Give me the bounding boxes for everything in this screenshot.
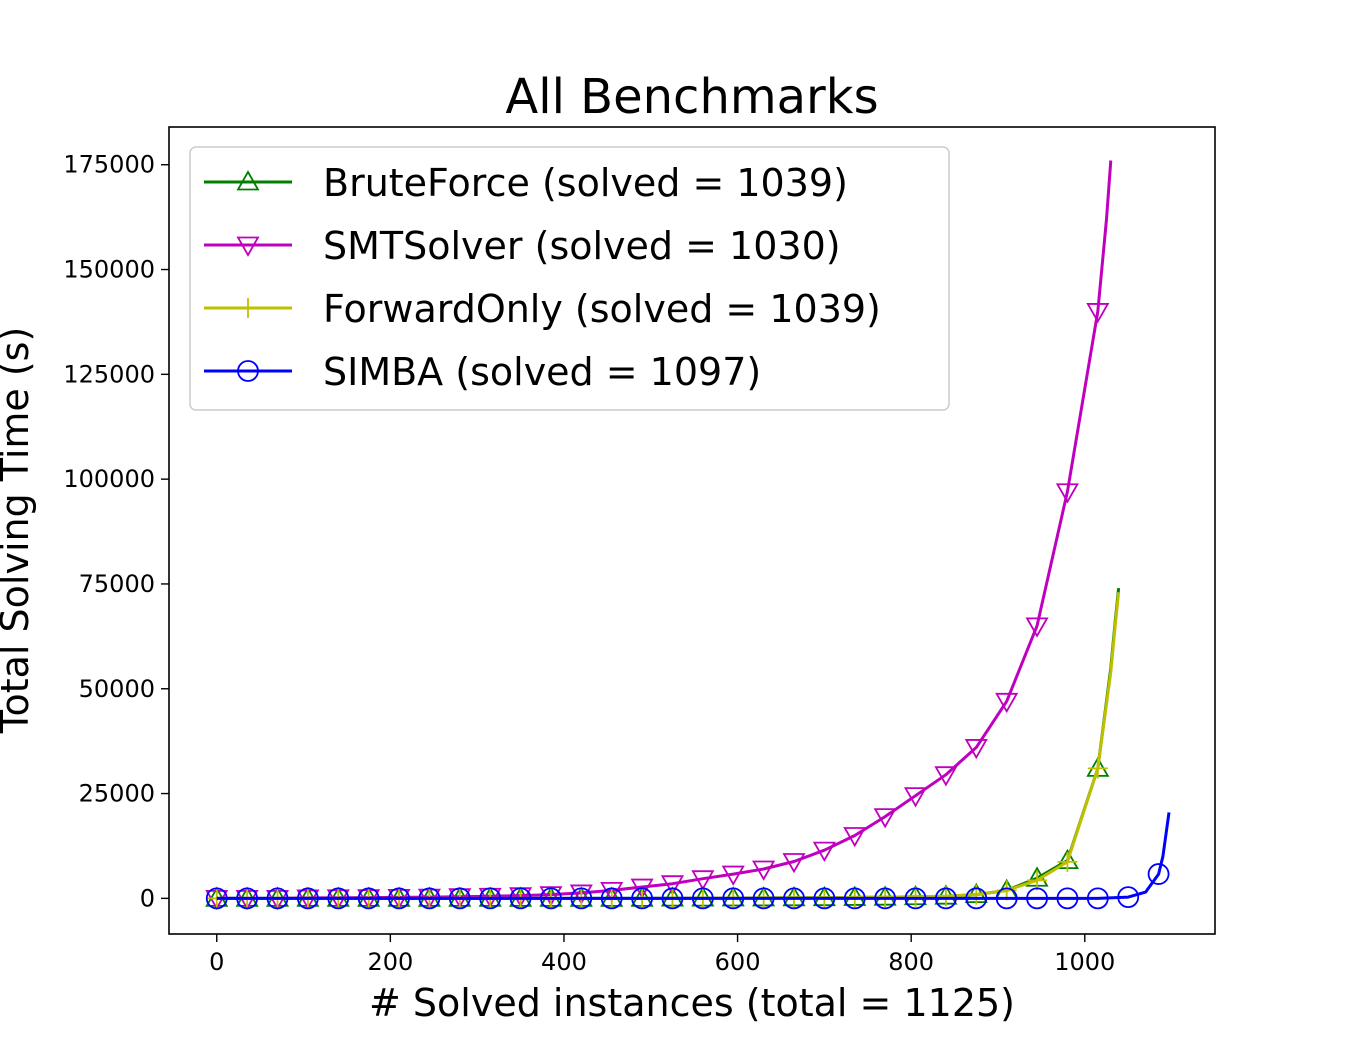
plot-frame (168, 126, 1216, 935)
data-point-smtsolver (569, 884, 593, 905)
data-point-simba (904, 887, 927, 910)
x-axis-ticks: 0 200 400 600 800 1000 (209, 934, 1115, 976)
data-point-simba (296, 887, 319, 910)
data-point-smtsolver (1025, 617, 1049, 638)
data-point-simba (418, 887, 441, 910)
data-point-simba (327, 887, 350, 910)
data-point-smtsolver (903, 787, 928, 808)
data-point-simba (935, 887, 957, 910)
y-tick-label: 100000 (63, 465, 155, 493)
data-point-simba (205, 887, 228, 910)
x-tick-label: 0 (209, 948, 224, 976)
y-tick-label: 150000 (63, 256, 155, 284)
y-tick-label: 0 (140, 884, 155, 912)
legend-items: BruteForce (solved = 1039) SMTSolver (sol… (204, 161, 881, 394)
legend-label-forwardonly: ForwardOnly (solved = 1039) (323, 287, 881, 331)
data-point-smtsolver (812, 841, 836, 862)
legend-marker-forwardonly (238, 298, 258, 318)
y-tick-label: 175000 (63, 151, 155, 179)
data-point-simba (843, 887, 866, 910)
data-point-simba (691, 887, 714, 910)
data-point-smtsolver (782, 853, 806, 874)
legend-marker-simba (237, 360, 259, 382)
data-point-forwardonly (935, 886, 956, 907)
data-point-smtsolver (934, 766, 958, 787)
data-point-simba (388, 887, 410, 910)
data-point-simba (600, 887, 623, 910)
data-point-smtsolver (600, 882, 624, 903)
data-point-simba (266, 887, 289, 910)
legend-item-bruteforce: BruteForce (solved = 1039) (204, 161, 848, 205)
data-point-simba (752, 887, 775, 910)
data-point-simba (1147, 863, 1170, 885)
x-tick-label: 600 (715, 948, 761, 976)
y-tick-label: 75000 (79, 570, 155, 598)
y-tick-label: 125000 (63, 360, 155, 388)
data-point-smtsolver (964, 739, 988, 760)
data-point-simba (783, 887, 805, 910)
data-point-smtsolver (660, 875, 685, 896)
data-point-simba (995, 887, 1018, 910)
x-tick-label: 800 (888, 948, 934, 976)
plot-area (205, 160, 1171, 911)
data-point-forwardonly (905, 886, 926, 907)
x-tick-label: 200 (367, 948, 413, 976)
data-point-simba (874, 887, 897, 910)
data-point-smtsolver (1086, 303, 1110, 324)
y-tick-label: 50000 (79, 675, 155, 703)
x-axis-label: # Solved instances (total = 1125) (369, 981, 1015, 1025)
y-axis-label: Total Solving Time (s) (0, 327, 37, 735)
data-point-simba (722, 887, 745, 910)
legend-label-smtsolver: SMTSolver (solved = 1030) (323, 224, 841, 268)
data-point-simba (661, 887, 684, 910)
data-point-simba (1026, 887, 1048, 910)
series-layer (205, 160, 1171, 911)
data-point-simba (448, 887, 471, 910)
data-point-simba (479, 887, 502, 910)
data-point-smtsolver (691, 870, 715, 891)
data-point-smtsolver (630, 878, 654, 899)
data-point-forwardonly (1057, 851, 1078, 872)
data-point-simba (357, 887, 380, 910)
data-point-simba (509, 887, 532, 910)
legend-item-simba: SIMBA (solved = 1097) (204, 350, 761, 394)
data-point-simba (1056, 887, 1079, 910)
legend-label-bruteforce: BruteForce (solved = 1039) (323, 161, 848, 205)
data-point-smtsolver (995, 692, 1019, 714)
legend-label-simba: SIMBA (solved = 1097) (323, 350, 761, 394)
y-axis-ticks: 0 25000 50000 75000 100000 125000 150000 175000 (63, 151, 169, 912)
data-point-simba (965, 887, 988, 910)
data-point-smtsolver (1055, 483, 1079, 504)
chart-title: All Benchmarks (505, 69, 878, 125)
legend-marker-bruteforce (236, 170, 260, 191)
legend-box (189, 146, 950, 411)
data-point-simba (1117, 886, 1140, 909)
data-point-simba (1086, 887, 1109, 910)
data-point-smtsolver (539, 886, 563, 907)
x-tick-label: 400 (541, 948, 587, 976)
data-point-simba (631, 887, 653, 910)
legend-marker-smtsolver (236, 236, 260, 257)
legend-item-smtsolver: SMTSolver (solved = 1030) (204, 224, 841, 268)
data-point-simba (236, 887, 259, 910)
data-point-smtsolver (721, 865, 745, 886)
data-point-simba (570, 887, 593, 910)
legend-item-forwardonly: ForwardOnly (solved = 1039) (204, 287, 881, 331)
data-point-simba (813, 887, 836, 910)
legend: BruteForce (solved = 1039) SMTSolver (sol… (189, 146, 950, 411)
data-point-simba (540, 887, 562, 910)
data-point-smtsolver (843, 827, 867, 848)
data-point-smtsolver (752, 860, 776, 881)
series-simba (205, 812, 1171, 910)
data-point-smtsolver (873, 808, 897, 829)
data-point-forwardonly (1027, 870, 1048, 891)
data-point-forwardonly (1087, 758, 1108, 779)
y-tick-label: 25000 (79, 780, 155, 808)
x-tick-label: 1000 (1054, 948, 1115, 976)
